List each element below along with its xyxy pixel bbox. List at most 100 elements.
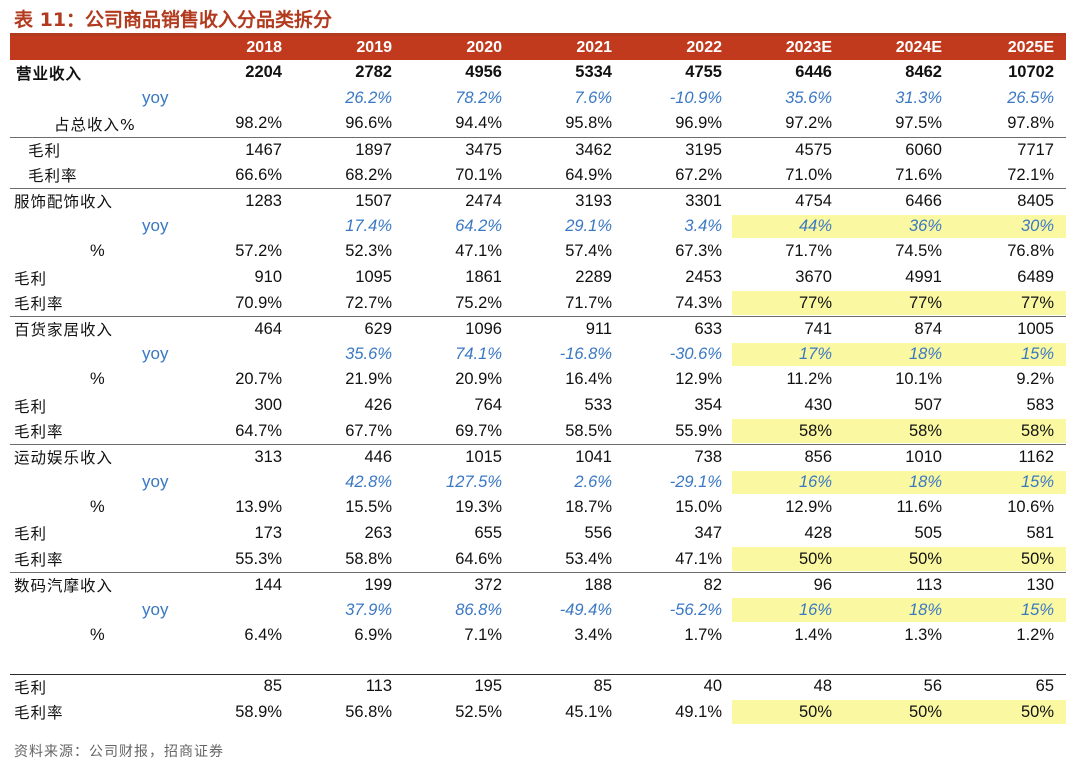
row-label: yoy [142,344,169,364]
table-cell: 1897 [355,140,392,159]
table-cell: 633 [694,319,722,338]
table-cell: 3193 [575,191,612,210]
table-cell: 556 [584,523,612,542]
row-label: 数码汽摩收入 [14,577,114,596]
table-cell: 1507 [355,191,392,210]
table-cell: 144 [254,575,282,594]
table-cell: 507 [914,396,942,415]
table-cell: 741 [804,319,832,338]
forecast-highlight [732,419,1066,443]
source-note: 资料来源：公司财报，招商证券 [14,744,224,760]
table-cell: -29.1% [669,472,722,491]
table-cell: 8405 [1017,191,1054,210]
table-cell: 55.9% [675,421,722,440]
table-cell: -56.2% [669,600,722,619]
table-cell: 199 [364,575,392,594]
table-cell: 738 [694,447,722,466]
table-row: 毛利 910 1095 1861 2289 2453 3670 4991 6489 [10,265,1066,291]
table-cell: 1015 [465,447,502,466]
table-cell: 66.6% [235,165,282,184]
table-cell: 127.5% [446,472,502,491]
table-row: 毛利 173 263 655 556 347 428 505 581 [10,521,1066,547]
column-header: 2023E [785,39,832,56]
table-cell: 464 [254,319,282,338]
table-row: % 13.9% 15.5% 19.3% 18.7% 15.0% 12.9% 11.6% 10.6… [10,495,1066,521]
table-cell: 533 [584,396,612,415]
table-cell: 629 [364,319,392,338]
table-cell: 581 [1026,523,1054,542]
table-row: yoy 26.2% 78.2% 7.6% -10.9% 35.6% 31.3% 26.5% [10,86,1066,112]
row-label: % [90,370,105,389]
table-cell [182,597,282,623]
row-label: 毛利率 [14,551,64,570]
table-cell: 68.2% [345,165,392,184]
table-cell: 35.6% [345,344,392,363]
table-cell: 2289 [575,268,612,287]
table-cell: 505 [914,523,942,542]
table-cell: 47.1% [675,549,722,568]
table-cell: 11.2% [786,370,832,389]
table-cell: 52.5% [455,702,502,721]
table-row: % 57.2% 52.3% 47.1% 57.4% 67.3% 71.7% 74.5% 76.8… [10,239,1066,265]
table-cell: 1.3% [904,626,942,645]
table-cell: 42.8% [345,472,392,491]
table-cell: 71.7% [565,293,612,312]
table-cell: 77% [1020,293,1054,312]
table-cell [182,214,282,240]
table-cell [402,649,502,674]
table-cell: 67.3% [675,242,722,261]
table-cell: 1.4% [794,626,832,645]
table-cell: 7.6% [574,88,612,107]
table-cell: 64.7% [235,421,282,440]
column-header: 2025E [1007,39,1054,56]
table-row: 毛利率 64.7% 67.7% 69.7% 58.5% 55.9% 58% 58% 58% [10,418,1066,444]
column-header: 2024E [895,39,942,56]
table-cell: 45.1% [565,702,612,721]
table-cell: 77% [908,293,942,312]
table-cell: 113 [915,575,942,594]
table-cell: 78.2% [455,88,502,107]
table-cell [512,649,612,674]
table-cell: 82 [703,575,722,594]
table-cell: 58% [798,421,832,440]
table-cell: 86.8% [455,600,502,619]
table-cell: 3462 [575,140,612,159]
row-label: yoy [142,88,169,108]
table-cell: 1861 [465,268,502,287]
table-cell: 40 [703,677,722,696]
table-cell: 263 [364,523,392,542]
table-cell: 64.6% [455,549,502,568]
table-row: yoy 37.9% 86.8% -49.4% -56.2% 16% 18% 15% [10,597,1066,623]
table-cell: 911 [585,319,612,338]
column-header: 2022 [686,39,722,56]
table-cell: 56.8% [345,702,392,721]
row-label: 毛利 [14,269,48,288]
table-cell: 347 [694,523,722,542]
table-cell: 97.5% [895,114,942,133]
title-rule [10,33,1066,36]
table-cell: 113 [365,677,392,696]
table-cell: 96 [813,575,832,594]
table-cell: 77% [798,293,832,312]
table-cell: 6.4% [244,626,282,645]
table-cell: 67.7% [345,421,392,440]
row-label: % [90,242,105,261]
table-cell [182,86,282,112]
table-cell: 11.6% [896,498,942,517]
table-cell: 4956 [465,63,502,82]
table-row: 毛利 1467 1897 3475 3462 3195 4575 6060 7717 [10,136,1066,163]
table-cell: 7.1% [464,626,502,645]
table-title: 表 11：公司商品销售收入分品类拆分 [14,9,333,31]
table-cell: 856 [804,447,832,466]
table-row: yoy 35.6% 74.1% -16.8% -30.6% 17% 18% 15% [10,342,1066,368]
table-cell: 12.9% [675,370,722,389]
table-cell: 372 [474,575,502,594]
table-row [10,649,1066,674]
table-cell: 1010 [905,447,942,466]
table-cell: 97.2% [785,114,832,133]
table-cell: 97.8% [1007,114,1054,133]
table-cell: 72.1% [1007,165,1054,184]
table-cell: 95.8% [565,114,612,133]
table-cell: 96.9% [675,114,722,133]
table-cell: 15.0% [675,498,722,517]
